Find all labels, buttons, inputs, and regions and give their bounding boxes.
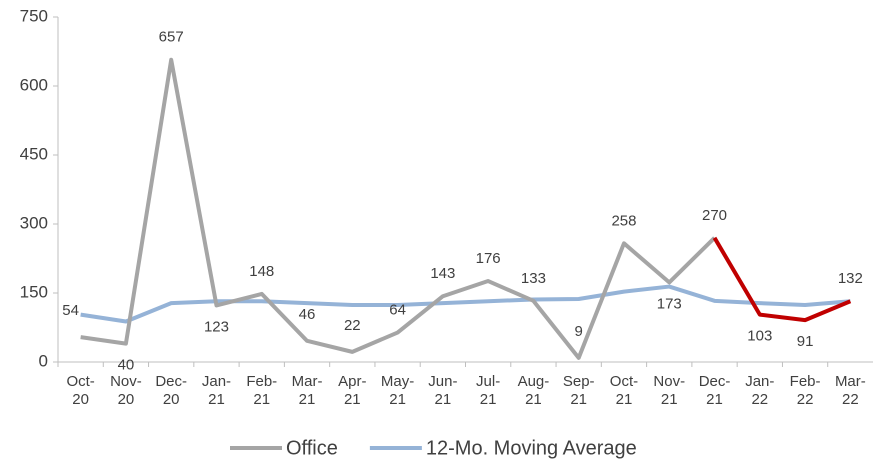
data-label: 9 — [575, 323, 583, 340]
x-tick-label: Jun-21 — [428, 373, 457, 408]
x-tick-label: Mar-21 — [292, 373, 323, 408]
data-label: 46 — [299, 306, 316, 323]
data-label: 176 — [476, 250, 501, 267]
data-label: 64 — [389, 302, 406, 319]
data-label: 103 — [747, 328, 772, 345]
highlight-line — [712, 236, 852, 323]
series-line — [80, 57, 716, 360]
y-tick-label: 300 — [20, 213, 48, 232]
x-tick-label: Dec-21 — [699, 373, 731, 408]
x-tick-label: Oct-20 — [66, 373, 94, 408]
x-tick-label: Jan-22 — [745, 373, 774, 408]
y-tick-label: 600 — [20, 75, 48, 94]
legend-label: 12-Mo. Moving Average — [426, 437, 637, 459]
x-tick-label: Nov-20 — [110, 373, 142, 408]
data-label: 91 — [797, 333, 814, 350]
legend-label: Office — [286, 437, 338, 459]
x-tick-label: Jan-21 — [202, 373, 231, 408]
y-tick-label: 0 — [39, 351, 48, 370]
data-label: 132 — [838, 270, 863, 287]
data-label: 54 — [62, 302, 79, 319]
y-tick-label: 750 — [20, 6, 48, 25]
x-tick-label: May-21 — [381, 373, 414, 408]
x-tick-label: Mar-22 — [835, 373, 866, 408]
data-label: 143 — [430, 265, 455, 282]
x-tick-label: Dec-20 — [155, 373, 187, 408]
data-label: 40 — [118, 357, 135, 374]
x-tick-label: Feb-21 — [246, 373, 277, 408]
data-label: 22 — [344, 317, 361, 334]
x-tick-label: Nov-21 — [653, 373, 685, 408]
series-line — [80, 284, 851, 324]
data-label: 258 — [611, 212, 636, 229]
x-tick-label: Feb-22 — [790, 373, 821, 408]
data-label: 270 — [702, 207, 727, 224]
data-label: 148 — [249, 263, 274, 280]
x-tick-label: Sep-21 — [563, 373, 595, 408]
data-label: 123 — [204, 318, 229, 335]
y-tick-label: 450 — [20, 144, 48, 163]
x-tick-label: Jul-21 — [476, 373, 500, 408]
x-tick-label: Apr-21 — [338, 373, 366, 408]
x-tick-label: Aug-21 — [518, 373, 550, 408]
data-label: 173 — [657, 295, 682, 312]
y-tick-label: 150 — [20, 282, 48, 301]
x-tick-label: Oct-21 — [610, 373, 638, 408]
data-label: 657 — [159, 29, 184, 46]
data-label: 133 — [521, 270, 546, 287]
